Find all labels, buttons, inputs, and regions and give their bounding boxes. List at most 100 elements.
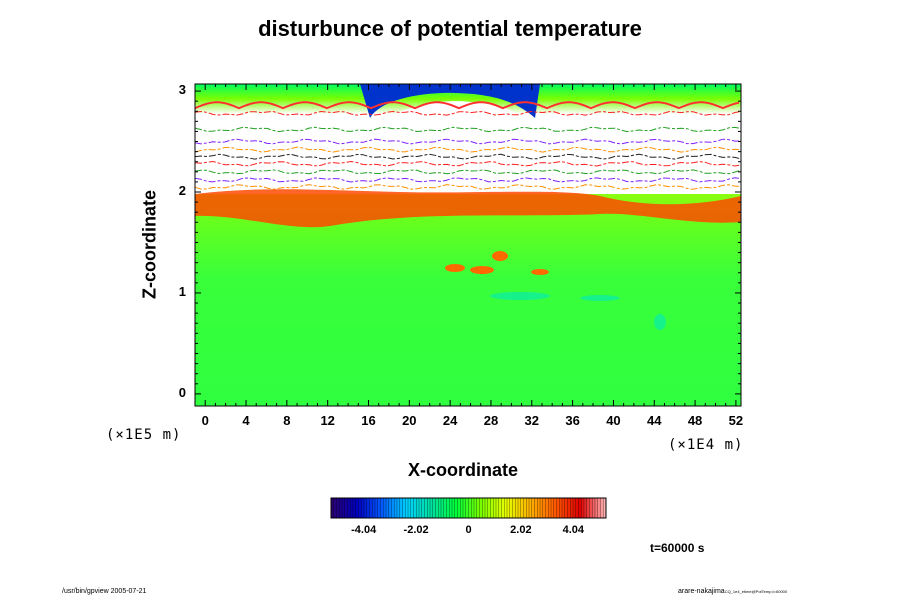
isentrope-line xyxy=(195,153,741,160)
colorbar-swatch xyxy=(545,498,549,518)
x-tick-label: 48 xyxy=(687,413,703,428)
colorbar-swatch xyxy=(355,498,359,518)
colorbar-swatch xyxy=(482,498,486,518)
colorbar-swatch xyxy=(597,498,601,518)
colorbar xyxy=(330,498,607,518)
x-tick-label: 4 xyxy=(242,413,250,428)
colorbar-tick-label: 4.04 xyxy=(562,524,584,536)
colorbar-swatch xyxy=(413,498,417,518)
colorbar-swatch xyxy=(556,498,560,518)
colorbar-swatch xyxy=(476,498,480,518)
colorbar-swatch xyxy=(430,498,434,518)
colorbar-swatch xyxy=(600,498,604,518)
colorbar-swatch xyxy=(520,498,524,518)
colorbar-swatch xyxy=(441,498,445,518)
x-tick-label: 32 xyxy=(524,413,540,428)
colorbar-swatch xyxy=(410,498,414,518)
colorbar-swatch xyxy=(570,498,574,518)
colorbar-swatch xyxy=(438,498,442,518)
colorbar-swatch xyxy=(364,498,368,518)
colorbar-swatch xyxy=(504,498,508,518)
isentrope-line xyxy=(195,160,741,167)
colorbar-swatch xyxy=(391,498,395,518)
colorbar-swatch xyxy=(388,498,392,518)
colorbar-swatch xyxy=(383,498,387,518)
isentrope-line xyxy=(195,177,741,183)
y-axis-label: Z-coordinate xyxy=(139,190,160,300)
colorbar-swatch xyxy=(567,498,571,518)
x-tick-label: 8 xyxy=(283,413,291,428)
colorbar-swatch xyxy=(380,498,384,518)
colorbar-swatch xyxy=(551,498,555,518)
y-tick-label: 2 xyxy=(178,183,186,198)
y-unit-label: (×1E5 m) xyxy=(106,427,182,443)
colorbar-swatch xyxy=(479,498,483,518)
colorbar-swatch xyxy=(333,498,337,518)
colorbar-swatch xyxy=(542,498,546,518)
colorbar-swatch xyxy=(531,498,535,518)
footer-left: /usr/bin/gpview 2005-07-21 xyxy=(62,588,147,595)
colorbar-swatch xyxy=(592,498,596,518)
colorbar-frame xyxy=(330,497,607,519)
colorbar-swatch xyxy=(603,498,607,518)
x-tick-label: 20 xyxy=(402,413,417,428)
colorbar-swatch xyxy=(416,498,420,518)
colorbar-swatch xyxy=(405,498,409,518)
colorbar-swatch xyxy=(507,498,511,518)
footer-right: arare-nakajimaCQ_1e4_etime@PotTemp,t=600… xyxy=(678,588,787,595)
colorbar-swatch xyxy=(366,498,370,518)
colorbar-swatch xyxy=(518,498,522,518)
colorbar-swatch xyxy=(584,498,588,518)
x-axis-label: X-coordinate xyxy=(408,460,519,480)
colorbar-tick-label: -4.04 xyxy=(351,524,377,536)
colorbar-swatch xyxy=(457,498,461,518)
colorbar-swatch xyxy=(358,498,362,518)
x-axis-ticks xyxy=(204,84,737,406)
x-tick-label: 52 xyxy=(728,413,744,428)
colorbar-swatch xyxy=(548,498,552,518)
y-tick-label: 3 xyxy=(178,82,186,98)
colorbar-swatch xyxy=(490,498,494,518)
colorbar-swatch xyxy=(498,498,502,518)
colorbar-swatch xyxy=(344,498,348,518)
colorbar-swatch xyxy=(526,498,530,518)
x-unit-label: (×1E4 m) xyxy=(668,437,744,453)
colorbar-swatch xyxy=(452,498,456,518)
x-tick-label: 0 xyxy=(201,413,209,428)
colorbar-swatch xyxy=(446,498,450,518)
colorbar-swatch xyxy=(529,498,533,518)
x-tick-label: 24 xyxy=(442,413,458,428)
colorbar-swatch xyxy=(347,498,351,518)
colorbar-swatch xyxy=(496,498,500,518)
colorbar-swatch xyxy=(421,498,425,518)
colorbar-swatch xyxy=(402,498,406,518)
colorbar-swatch xyxy=(487,498,491,518)
colorbar-swatch xyxy=(575,498,579,518)
x-tick-label: 40 xyxy=(606,413,621,428)
x-tick-label: 36 xyxy=(565,413,580,428)
colorbar-swatch xyxy=(369,498,373,518)
colorbar-swatch xyxy=(435,498,439,518)
colorbar-tick-label: -2.02 xyxy=(403,524,429,536)
colorbar-swatch xyxy=(408,498,412,518)
colorbar-swatch xyxy=(595,498,599,518)
colorbar-swatch xyxy=(471,498,475,518)
colorbar-swatch xyxy=(540,498,544,518)
colorbar-swatch xyxy=(537,498,541,518)
colorbar-swatch xyxy=(573,498,577,518)
colorbar-swatch xyxy=(523,498,527,518)
upper-wave-crest xyxy=(195,101,740,110)
colorbar-swatch xyxy=(454,498,458,518)
colorbar-swatch xyxy=(581,498,585,518)
colorbar-swatch xyxy=(375,498,379,518)
colorbar-swatch xyxy=(339,498,343,518)
colorbar-swatch xyxy=(586,498,590,518)
colorbar-swatch xyxy=(564,498,568,518)
cool-patches xyxy=(490,292,666,330)
colorbar-swatch xyxy=(394,498,398,518)
isentrope-line xyxy=(195,126,741,133)
x-tick-label: 28 xyxy=(483,413,499,428)
colorbar-swatch xyxy=(485,498,489,518)
colorbar-swatch xyxy=(553,498,557,518)
